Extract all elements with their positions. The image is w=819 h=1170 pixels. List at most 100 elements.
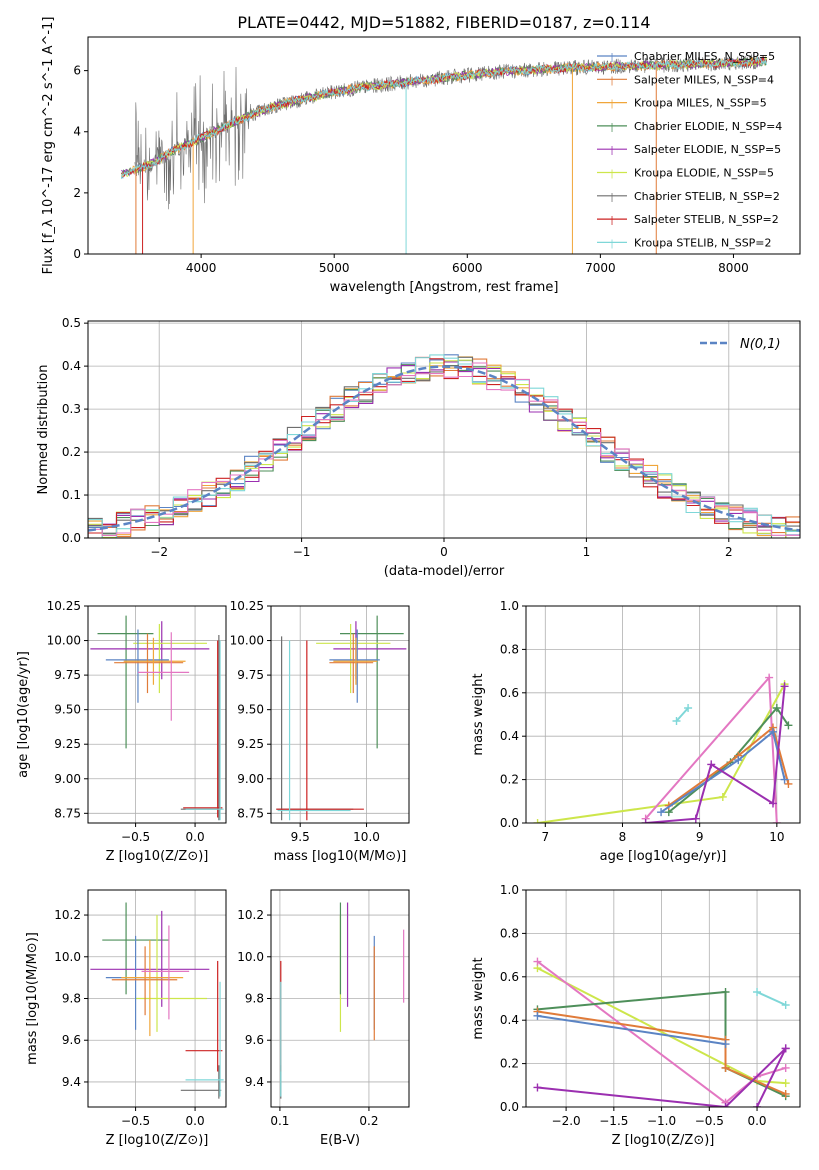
- plot-area-spectrum: [120, 54, 767, 254]
- legend-entry-ce: Chabrier ELODIE, N_SSP=4: [634, 120, 782, 133]
- plot-area-age_vs_mass: [276, 615, 407, 821]
- x-tick-label: 2: [725, 545, 733, 559]
- histogram-ss: [88, 356, 800, 538]
- axes-frame: [87, 605, 227, 824]
- errorbar-point-ss: [185, 960, 223, 1072]
- y-tick-label: 10.0: [237, 950, 264, 964]
- weight-marker-pink: [765, 673, 774, 682]
- panel-mass_vs_EBV: 0.1 0.2 9.4 9.6 9.8 10.0 10.2 E(B-V): [237, 889, 410, 1148]
- errorbar-point-sm: [111, 946, 178, 1016]
- errorbar-point-ss: [183, 640, 223, 818]
- y-tick-label: 0.0: [62, 531, 81, 545]
- y-tick-label: 0.8: [500, 642, 519, 656]
- panel-age_vs_Z: −0.5 0.0 8.75 9.00 9.25 9.50 9.75 10.00 10.25 Z […: [16, 599, 227, 864]
- legend-entry-km: Kroupa MILES, N_SSP=5: [634, 97, 767, 110]
- x-axis-label: mass [log10(M/M⊙)]: [274, 849, 407, 864]
- axes-frame: [270, 605, 410, 824]
- x-tick-label: 0.0: [747, 1114, 766, 1128]
- errorbar-point-pink: [137, 632, 190, 721]
- panel-weight_vs_age: 7 8 9 10 0.0 0.2 0.4 0.6 0.8 1.0 age [log10(age/yr…: [471, 599, 801, 864]
- weight-marker-se: [768, 799, 777, 808]
- weight-marker-pink: [533, 957, 542, 966]
- legend-marker: |: [610, 216, 613, 226]
- panel-spectrum: 4000 5000 6000 7000 8000 0 2 4 6 wavelength [Angs…: [41, 17, 801, 295]
- y-tick-label: 9.50: [54, 703, 81, 717]
- y-tick-label: 10.00: [47, 634, 81, 648]
- weight-marker-ce: [784, 721, 793, 730]
- weight-marker-ks: [684, 703, 693, 712]
- panel-mass_vs_Z: −0.5 0.0 9.4 9.6 9.8 10.0 10.2 Z [log10(Z/Z⊙)] m…: [25, 889, 227, 1148]
- x-tick-label: 9: [696, 830, 704, 844]
- y-tick-label: 4: [73, 125, 81, 139]
- y-tick-label: 0.8: [500, 926, 519, 940]
- weight-marker-se: [691, 814, 700, 823]
- weight-marker-pink: [781, 1063, 790, 1072]
- legend-marker: |: [610, 123, 613, 133]
- legend-marker: |: [610, 76, 613, 86]
- errorbar-point-se: [90, 621, 210, 680]
- y-tick-label: 10.25: [230, 599, 264, 613]
- errorbar-point-cs: [180, 1065, 222, 1099]
- axes-frame: [87, 36, 801, 255]
- y-tick-label: 9.6: [62, 1033, 81, 1047]
- errorbar-point-cm: [105, 629, 169, 703]
- y-tick-label: 0.0: [500, 816, 519, 830]
- x-tick-label: −2: [150, 545, 168, 559]
- y-tick-label: 9.25: [237, 737, 264, 751]
- y-tick-label: 10.25: [47, 599, 81, 613]
- panel-residuals: −2 −1 0 1 2 0.0 0.1 0.2 0.3 0.4 0.5 (data-model)/er…: [36, 316, 801, 579]
- plot-area-residuals: [88, 354, 800, 538]
- weight-marker-se: [641, 819, 650, 823]
- y-tick-label: 0.6: [500, 970, 519, 984]
- y-axis-label: age [log10(age/yr)]: [16, 651, 31, 778]
- y-tick-label: 0.4: [62, 359, 81, 373]
- weight-marker-se: [707, 760, 716, 769]
- legend-entry-ke: Kroupa ELODIE, N_SSP=5: [634, 167, 774, 180]
- weight-marker-sm: [784, 779, 793, 788]
- spectrum-model-ks: [120, 56, 767, 180]
- y-tick-label: 8.75: [54, 806, 81, 820]
- x-tick-label: 7000: [585, 261, 616, 275]
- legend-entry-sm: Salpeter MILES, N_SSP=4: [634, 73, 774, 86]
- y-tick-label: 0.3: [62, 402, 81, 416]
- weight-marker-sm: [721, 1063, 730, 1072]
- y-tick-label: 0.0: [500, 1100, 519, 1114]
- x-axis-label: wavelength [Angstrom, rest frame]: [330, 280, 559, 295]
- weight-line-ce: [537, 990, 787, 1098]
- weight-line-cm: [537, 1014, 726, 1046]
- weight-line-sm: [537, 1010, 787, 1095]
- legend-marker: |: [610, 53, 613, 63]
- legend-marker: |: [610, 146, 613, 156]
- x-tick-label: 4000: [186, 261, 217, 275]
- y-tick-label: 9.25: [54, 737, 81, 751]
- weight-marker-se: [753, 1103, 762, 1107]
- y-tick-label: 0.1: [62, 488, 81, 502]
- weight-marker-se: [780, 682, 789, 691]
- y-tick-label: 10.2: [237, 908, 264, 922]
- spectrum-legend: | Chabrier MILES, N_SSP=5 | Salpeter MILES,…: [597, 50, 782, 249]
- x-axis-label: Z [log10(Z/Z⊙)]: [612, 1133, 715, 1148]
- weight-marker-cm: [734, 756, 743, 765]
- y-tick-label: 1.0: [500, 599, 519, 613]
- x-axis-label: Z [log10(Z/Z⊙)]: [106, 1133, 209, 1148]
- weight-line-pink: [536, 960, 786, 1104]
- y-tick-label: 0.4: [500, 1013, 519, 1027]
- y-tick-label: 9.75: [54, 668, 81, 682]
- weight-line-cm: [660, 730, 786, 813]
- weight-marker-pink: [772, 819, 781, 823]
- weight-marker-ke: [781, 1079, 790, 1088]
- weight-marker-ke: [533, 819, 542, 823]
- x-tick-label: −0.5: [121, 1114, 150, 1128]
- axes-frame: [525, 889, 801, 1108]
- x-axis-label: age [log10(age/yr)]: [600, 849, 727, 864]
- errorbar-point-ks: [277, 640, 351, 821]
- legend-marker: |: [610, 193, 613, 203]
- y-tick-label: 9.4: [62, 1075, 81, 1089]
- y-tick-label: 8.75: [237, 806, 264, 820]
- errorbar-point-cm: [329, 629, 380, 703]
- errorbar-point-ke: [133, 623, 207, 694]
- x-tick-label: −1.5: [599, 1114, 628, 1128]
- weight-marker-ce: [721, 987, 730, 996]
- weight-marker-cm: [768, 727, 777, 736]
